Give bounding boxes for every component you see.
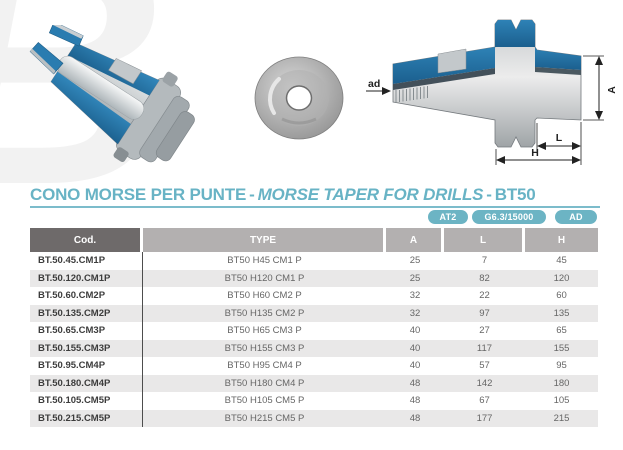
- cell-l: 82: [479, 272, 490, 284]
- title-product-code: BT50: [494, 185, 536, 204]
- badge-at2: AT2: [428, 210, 468, 224]
- table-row: BT.50.180.CM4P BT50 H180 CM4 P 48 142 18…: [30, 374, 598, 392]
- dim-label-l: L: [556, 132, 563, 144]
- table-row: BT.50.95.CM4P BT50 H95 CM4 P 40 57 95: [30, 357, 598, 375]
- table-header-row: Cod. TYPE A L H: [30, 228, 598, 252]
- cell-l: 57: [479, 360, 490, 372]
- cell-l: 67: [479, 395, 490, 407]
- col-header-h: H: [525, 228, 598, 252]
- cell-h: 105: [553, 395, 570, 407]
- cell-type: BT50 H135 CM2 P: [224, 307, 305, 319]
- cell-cod: BT.50.135.CM2P: [30, 304, 143, 322]
- dim-label-a: A: [606, 86, 618, 94]
- cell-a: 40: [409, 325, 421, 337]
- col-header-type: TYPE: [143, 228, 386, 252]
- product-table: Cod. TYPE A L H BT.50.45.CM1P BT50 H45 C…: [30, 228, 598, 427]
- col-header-a: A: [386, 228, 444, 252]
- cell-a: 25: [409, 255, 421, 267]
- cell-h: 45: [556, 255, 567, 267]
- cell-cod: BT.50.155.CM3P: [30, 339, 143, 357]
- cell-type: BT50 H45 CM1 P: [227, 255, 302, 267]
- dimension-drawing-image: ad A L H: [366, 19, 618, 165]
- cell-a: 25: [409, 272, 421, 284]
- title-english: MORSE TAPER FOR DRILLS: [257, 185, 484, 204]
- cell-h: 135: [553, 307, 570, 319]
- dim-label-ad: ad: [368, 78, 380, 90]
- title-underline: [30, 206, 600, 208]
- cell-type: BT50 H65 CM3 P: [227, 325, 302, 337]
- cell-cod: BT.50.180.CM4P: [30, 374, 143, 392]
- cell-cod: BT.50.60.CM2P: [30, 287, 143, 305]
- cell-cod: BT.50.45.CM1P: [30, 252, 143, 270]
- cell-l: 142: [476, 377, 493, 389]
- cell-a: 48: [409, 412, 421, 424]
- cell-cod: BT.50.95.CM4P: [30, 357, 143, 375]
- cell-l: 117: [476, 342, 493, 354]
- cell-l: 27: [479, 325, 490, 337]
- cell-h: 215: [553, 412, 570, 424]
- cell-l: 177: [476, 412, 493, 424]
- title-separator: -: [249, 185, 255, 204]
- 3d-cutaway-holder-image: [29, 25, 195, 163]
- cell-cod: BT.50.65.CM3P: [30, 322, 143, 340]
- cell-cod: BT.50.105.CM5P: [30, 392, 143, 410]
- cell-type: BT50 H155 CM3 P: [224, 342, 305, 354]
- ring-front-view-image: [254, 56, 344, 140]
- table-row: BT.50.135.CM2P BT50 H135 CM2 P 32 97 135: [30, 304, 598, 322]
- table-row: BT.50.45.CM1P BT50 H45 CM1 P 25 7 45: [30, 252, 598, 270]
- cell-a: 48: [409, 395, 421, 407]
- cell-l: 7: [481, 255, 488, 267]
- title-separator: -: [486, 185, 492, 204]
- badge-ad: AD: [555, 210, 597, 224]
- cell-h: 65: [556, 325, 567, 337]
- cell-type: BT50 H180 CM4 P: [224, 377, 305, 389]
- cell-h: 95: [556, 360, 567, 372]
- cell-l: 22: [479, 290, 490, 302]
- cell-type: BT50 H215 CM5 P: [224, 412, 305, 424]
- cell-cod: BT.50.120.CM1P: [30, 269, 143, 287]
- cell-a: 32: [409, 290, 421, 302]
- cell-h: 60: [556, 290, 567, 302]
- title-italian: CONO MORSE PER PUNTE: [30, 185, 247, 204]
- cell-l: 97: [479, 307, 490, 319]
- table-body: BT.50.45.CM1P BT50 H45 CM1 P 25 7 45 BT.…: [30, 252, 598, 427]
- table-row: BT.50.120.CM1P BT50 H120 CM1 P 25 82 120: [30, 269, 598, 287]
- cell-type: BT50 H120 CM1 P: [224, 272, 305, 284]
- cell-type: BT50 H95 CM4 P: [227, 360, 302, 372]
- cell-h: 120: [553, 272, 570, 284]
- table-row: BT.50.60.CM2P BT50 H60 CM2 P 32 22 60: [30, 287, 598, 305]
- page-title: CONO MORSE PER PUNTE - MORSE TAPER FOR DRI…: [30, 185, 605, 205]
- table-row: BT.50.65.CM3P BT50 H65 CM3 P 40 27 65: [30, 322, 598, 340]
- cell-type: BT50 H105 CM5 P: [224, 395, 305, 407]
- cell-type: BT50 H60 CM2 P: [227, 290, 302, 302]
- cell-h: 155: [553, 342, 570, 354]
- col-header-l: L: [444, 228, 525, 252]
- cell-a: 48: [409, 377, 421, 389]
- table-row: BT.50.215.CM5P BT50 H215 CM5 P 48 177 21…: [30, 409, 598, 427]
- cell-cod: BT.50.215.CM5P: [30, 409, 143, 427]
- badge-balancing: G6.3/15000: [472, 210, 546, 224]
- table-row: BT.50.105.CM5P BT50 H105 CM5 P 48 67 105: [30, 392, 598, 410]
- cell-h: 180: [553, 377, 570, 389]
- dim-label-h: H: [531, 147, 539, 159]
- cell-a: 40: [409, 342, 421, 354]
- col-header-cod: Cod.: [30, 228, 143, 252]
- table-row: BT.50.155.CM3P BT50 H155 CM3 P 40 117 15…: [30, 339, 598, 357]
- cell-a: 32: [409, 307, 421, 319]
- cell-a: 40: [409, 360, 421, 372]
